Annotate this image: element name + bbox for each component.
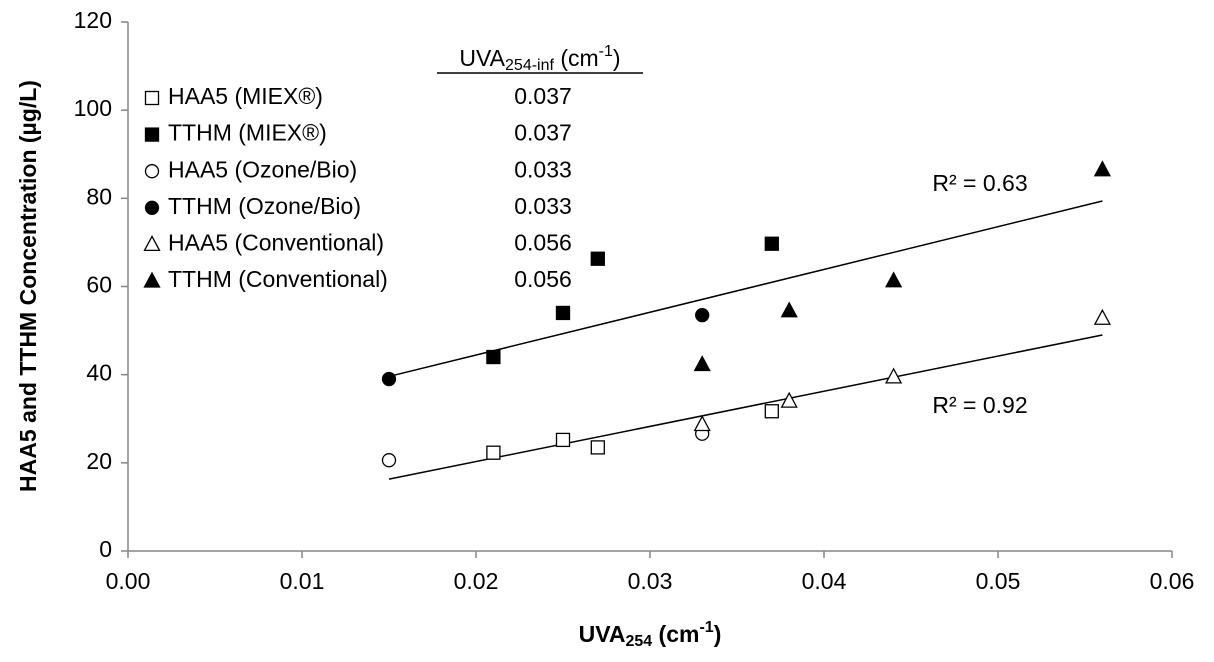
x-title-close: ) — [714, 621, 722, 647]
trendline — [388, 200, 1103, 378]
marker-square — [486, 445, 501, 460]
y-tick-label: 80 — [86, 183, 112, 209]
x-axis-title: UVA254 (cm-1) — [579, 619, 722, 650]
trendline-label: R² = 0.92 — [932, 392, 1027, 418]
marker-triangle — [1093, 160, 1111, 177]
x-tick-label: 0.03 — [628, 568, 673, 594]
legend-marker — [144, 90, 160, 106]
marker-triangle — [780, 391, 798, 408]
legend-value: 0.037 — [514, 120, 572, 146]
legend-marker — [144, 127, 160, 142]
trendline — [388, 334, 1103, 480]
marker-square — [764, 404, 779, 419]
legend-value: 0.056 — [514, 266, 572, 292]
y-axis-title: HAA5 and TTHM Concentration (µg/L) — [15, 80, 41, 492]
marker-triangle — [885, 367, 903, 384]
marker-square — [764, 236, 779, 251]
legend-header-sub: 254-inf — [505, 57, 554, 74]
marker-triangle — [693, 355, 711, 372]
marker-triangle — [780, 301, 798, 318]
legend-value: 0.056 — [514, 229, 572, 255]
marker-square — [590, 251, 605, 266]
legend-marker — [144, 164, 160, 179]
legend-header-sup: -1 — [599, 43, 613, 60]
marker-circle — [381, 453, 397, 468]
legend-marker — [143, 235, 161, 252]
legend-header-unit: (cm — [554, 45, 599, 71]
marker-triangle — [885, 271, 903, 288]
x-title-unit: (cm — [652, 621, 699, 647]
y-tick-label: 40 — [86, 360, 112, 386]
y-tick-label: 0 — [99, 536, 112, 562]
legend-label: TTHM (MIEX®) — [168, 120, 327, 146]
marker-square — [590, 440, 605, 455]
legend-header: UVA254-inf (cm-1) — [459, 43, 620, 74]
legend-value: 0.033 — [514, 193, 572, 219]
x-title-sup: -1 — [699, 619, 713, 636]
legend-label: HAA5 (MIEX®) — [168, 83, 323, 109]
marker-square — [555, 305, 571, 321]
x-title-sub: 254 — [625, 633, 652, 650]
legend-marker — [143, 271, 161, 288]
legend-header-base: UVA — [459, 45, 505, 71]
legend-label: TTHM (Ozone/Bio) — [168, 193, 361, 219]
y-tick-label: 100 — [74, 95, 112, 121]
legend-label: HAA5 (Ozone/Bio) — [168, 156, 357, 182]
x-tick-label: 0.01 — [280, 568, 325, 594]
x-tick-label: 0.04 — [802, 568, 847, 594]
marker-triangle — [1093, 308, 1111, 325]
marker-square — [555, 432, 571, 448]
x-title-base: UVA — [579, 621, 626, 647]
x-tick-label: 0.06 — [1150, 568, 1195, 594]
x-tick-label: 0.02 — [454, 568, 499, 594]
marker-square — [486, 349, 501, 365]
legend-value: 0.037 — [514, 83, 572, 109]
y-tick-label: 60 — [86, 272, 112, 298]
marker-circle — [695, 308, 710, 323]
legend-label: HAA5 (Conventional) — [168, 229, 384, 255]
marker-circle — [381, 371, 397, 387]
marker-triangle — [693, 415, 711, 432]
trendline-label: R² = 0.63 — [932, 170, 1027, 196]
legend-value: 0.033 — [514, 156, 572, 182]
y-tick-label: 120 — [74, 7, 112, 33]
legend-marker — [144, 200, 160, 215]
x-tick-label: 0.05 — [976, 568, 1021, 594]
x-tick-label: 0.00 — [106, 568, 151, 594]
legend-label: TTHM (Conventional) — [168, 266, 388, 292]
y-tick-label: 20 — [86, 448, 112, 474]
legend-header-close: ) — [613, 45, 621, 71]
